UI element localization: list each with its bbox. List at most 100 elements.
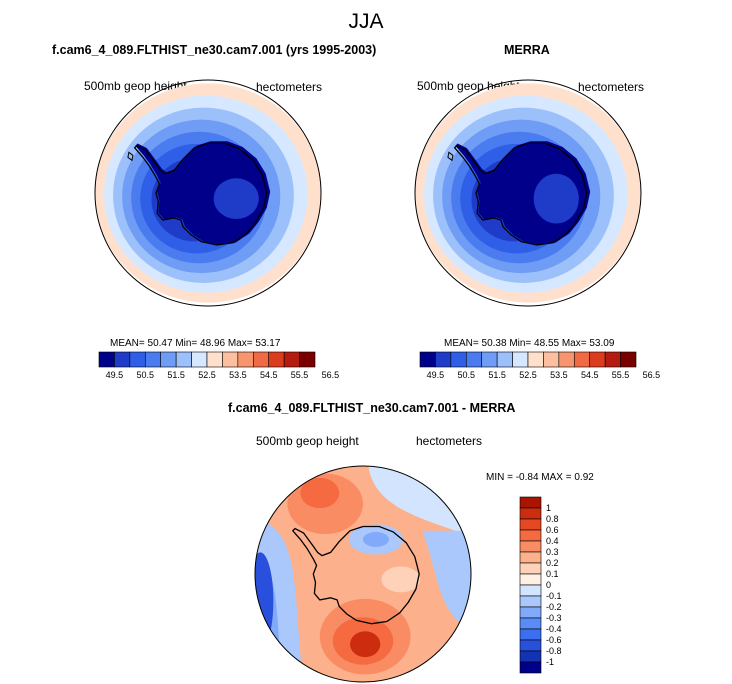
diff-colorbar-tick: 0.4 [546, 536, 559, 546]
model-panel-title: f.cam6_4_089.FLTHIST_ne30.cam7.001 (yrs … [52, 43, 377, 57]
diff-colorbar-tick: -0.8 [546, 646, 562, 656]
diff-colorbar-tick: 0 [546, 580, 551, 590]
obs-colorbar-box [558, 351, 575, 368]
model-units-label: hectometers [256, 80, 323, 94]
diff-colorbar-tick: 0.8 [546, 514, 559, 524]
diff-coastline [291, 525, 420, 625]
obs-colorbar-box [481, 351, 498, 368]
obs-colorbar-box [450, 351, 467, 368]
diff-colorbar-box [519, 496, 542, 509]
diff-colorbar-box [519, 639, 542, 652]
season-title: JJA [348, 10, 384, 33]
diff-colorbar-tick: -0.3 [546, 613, 562, 623]
model-colorbar-tick: 56.5 [322, 370, 340, 380]
obs-units-label: hectometers [578, 80, 645, 94]
diff-colorbar-box [519, 540, 542, 553]
model-colorbar-box [129, 351, 146, 368]
model-colorbar-tick: 53.5 [229, 370, 247, 380]
diff-field [255, 466, 471, 682]
obs-colorbar-tick: 53.5 [550, 370, 568, 380]
obs-colorbar-tick: 50.5 [458, 370, 476, 380]
diff-colorbar-tick: 1 [546, 503, 551, 513]
obs-island [447, 151, 454, 162]
model-colorbar-tick: 52.5 [198, 370, 216, 380]
model-colorbar-tick: 55.5 [291, 370, 309, 380]
model-island [127, 151, 134, 162]
obs-colorbar-tick: 51.5 [488, 370, 506, 380]
model-east-lobe [213, 178, 259, 219]
model-colorbar-tick: 54.5 [260, 370, 278, 380]
diff-map-border [254, 465, 472, 683]
diff-colorbar-tick: -0.1 [546, 591, 562, 601]
diff-colorbar-tick: -0.4 [546, 624, 562, 634]
obs-colorbar-box [527, 351, 544, 368]
diff-colorbar-tick: 0.6 [546, 525, 559, 535]
diff-colorbar-tick: 0.1 [546, 569, 559, 579]
diff-interior-pos2 [333, 568, 382, 591]
diff-colorbar-box [519, 507, 542, 520]
model-colorbar-box [237, 351, 254, 368]
diff-east-neg [422, 530, 471, 628]
model-colorbar-box [160, 351, 177, 368]
obs-colorbar-box [435, 351, 452, 368]
diff-colorbar-tick: -0.2 [546, 602, 562, 612]
obs-east-lobe [533, 173, 579, 224]
model-colorbar-box [299, 351, 316, 368]
obs-colorbar-tick: 54.5 [581, 370, 599, 380]
diff-south-max [350, 631, 381, 658]
obs-colorbar-tick: 52.5 [519, 370, 537, 380]
model-colorbar-box [144, 351, 162, 368]
diff-colorbar-tick: -1 [546, 657, 554, 667]
obs-coastline [453, 142, 588, 246]
diff-panel-title: f.cam6_4_089.FLTHIST_ne30.cam7.001 - MER… [228, 401, 516, 415]
obs-colorbar-box [589, 351, 606, 368]
diff-colorbar-box [519, 650, 542, 663]
diff-colorbar-box [519, 562, 542, 575]
diff-colorbar-box [519, 518, 542, 531]
model-colorbar-tick: 51.5 [167, 370, 185, 380]
obs-colorbar-box [604, 351, 621, 368]
model-colorbar-box [191, 351, 208, 368]
obs-colorbar-box [512, 351, 529, 368]
diff-colorbar-box [519, 573, 542, 586]
diff-nw-max [300, 477, 340, 509]
diff-colorbar-box [519, 661, 542, 674]
diff-west-min [255, 552, 274, 650]
diff-units-label: hectometers [416, 434, 483, 448]
diff-colorbar-box [519, 606, 542, 619]
diff-colorbar-box [519, 551, 542, 564]
diff-stats-text: MIN = -0.84 MAX = 0.92 [486, 472, 594, 483]
model-colorbar-box [175, 351, 192, 368]
diff-colorbar-box [519, 584, 542, 597]
obs-colorbar-box [543, 351, 560, 368]
diff-colorbar-box [519, 529, 542, 542]
diff-variable-label: 500mb geop height [256, 434, 359, 448]
model-stats-text: MEAN= 50.47 Min= 48.96 Max= 53.17 [110, 338, 281, 349]
obs-map-border [414, 79, 642, 307]
model-colorbar-box [283, 351, 300, 368]
model-colorbar-box [206, 351, 223, 368]
model-colorbar-box [252, 351, 270, 368]
obs-colorbar-tick: 56.5 [643, 370, 661, 380]
obs-colorbar-box [419, 351, 436, 368]
obs-colorbar-tick: 49.5 [427, 370, 445, 380]
model-colorbar-box [268, 351, 285, 368]
model-variable-label: 500mb geop height [84, 79, 187, 93]
diff-interior-min [363, 531, 389, 547]
model-coastline [133, 142, 268, 246]
obs-colorbar-box [573, 351, 591, 368]
model-colorbar-box [222, 351, 239, 368]
diff-interior-pos [381, 566, 421, 593]
diff-colorbar-tick: -0.6 [546, 635, 562, 645]
model-colorbar-tick: 49.5 [106, 370, 124, 380]
diff-colorbar-box [519, 617, 542, 630]
diff-colorbar-tick: 0.3 [546, 547, 559, 557]
model-colorbar-tick: 50.5 [137, 370, 155, 380]
obs-colorbar-box [620, 351, 637, 368]
obs-stats-text: MEAN= 50.38 Min= 48.55 Max= 53.09 [444, 338, 615, 349]
obs-colorbar-tick: 55.5 [612, 370, 630, 380]
diff-colorbar-tick: 0.2 [546, 558, 559, 568]
model-map-border [94, 79, 322, 307]
diff-colorbar-box [519, 628, 542, 641]
diff-colorbar-box [519, 595, 542, 608]
